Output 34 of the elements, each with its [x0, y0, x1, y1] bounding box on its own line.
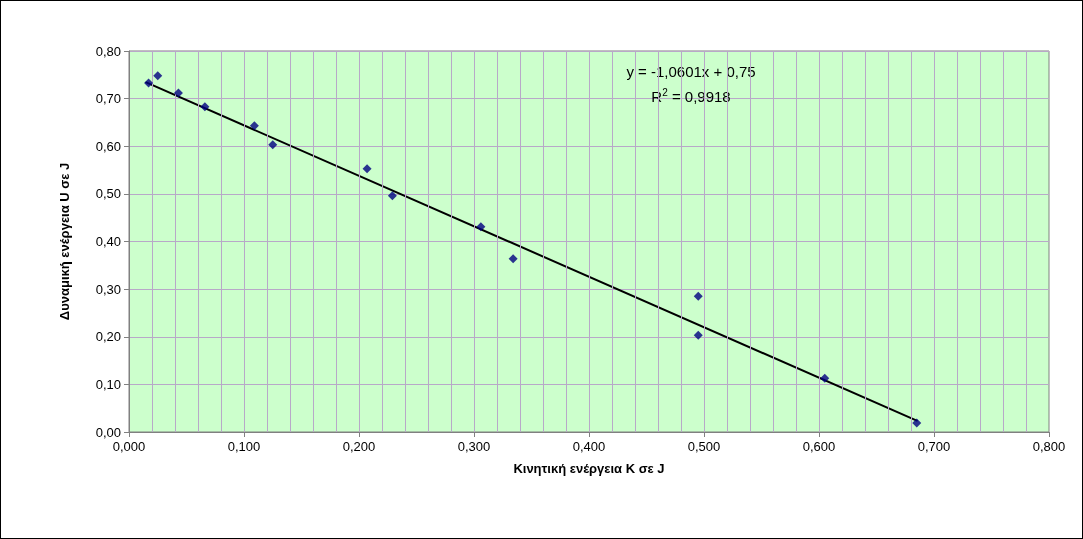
y-tick-label: 0,00: [95, 424, 121, 440]
point: [387, 191, 397, 201]
point: [173, 88, 183, 98]
y-tick-label: 0,80: [95, 43, 121, 59]
y-tick-label: 0,50: [95, 186, 121, 202]
y-tick-label: 0,10: [95, 376, 121, 392]
point: [476, 222, 486, 232]
point: [268, 140, 278, 150]
point: [820, 373, 830, 383]
point: [362, 164, 372, 174]
x-tick-label: 0,100: [227, 439, 261, 454]
point: [153, 71, 163, 81]
x-tick-label: 0,300: [457, 439, 491, 454]
point: [912, 418, 922, 428]
x-tick-label: 0,800: [1032, 439, 1066, 454]
x-axis-title: Κινητική ενέργεια K σε J: [513, 461, 665, 476]
x-tick-label: 0,000: [112, 439, 146, 454]
point: [249, 121, 259, 131]
y-tick-label: 0,20: [95, 329, 121, 345]
point: [693, 291, 703, 301]
y-tick-label: 0,70: [95, 91, 121, 107]
x-tick-label: 0,200: [342, 439, 376, 454]
y-tick-label: 0,40: [95, 234, 121, 249]
y-tick-label: 0,60: [95, 138, 121, 154]
point: [200, 102, 210, 112]
x-tick-label: 0,400: [572, 439, 606, 454]
point: [508, 254, 518, 264]
point: [144, 78, 154, 88]
x-tick-label: 0,600: [802, 439, 836, 454]
x-tick-label: 0,500: [687, 439, 721, 454]
y-tick-label: 0,30: [95, 281, 121, 297]
x-tick-label: 0,700: [917, 439, 951, 454]
y-axis-title: Δυναμική ενέργεια U σε J: [57, 162, 72, 321]
point: [693, 330, 703, 340]
